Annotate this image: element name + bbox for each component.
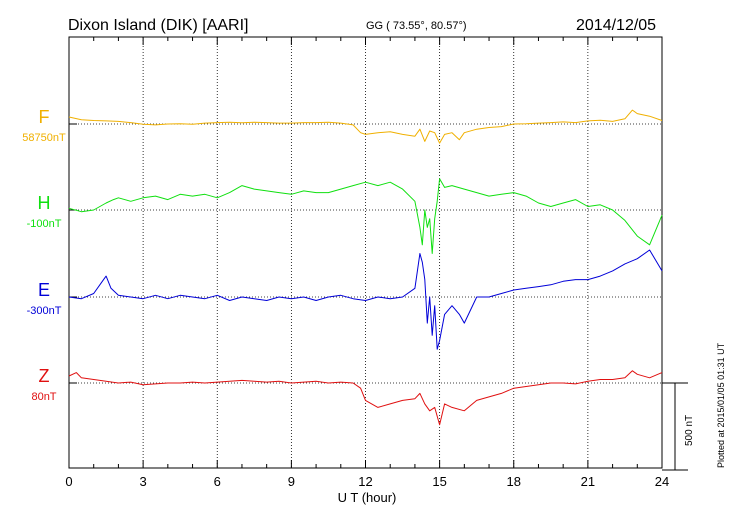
series-baseline-label-E: -300nT: [27, 305, 62, 317]
scale-label: 500 nT: [684, 415, 695, 446]
scale-bar: 500 nT: [662, 382, 695, 471]
series-lines: [68, 109, 663, 426]
x-tick-label-0: 0: [65, 474, 72, 489]
series-line-H: [68, 178, 663, 254]
x-tick-label-15: 15: [432, 474, 446, 489]
series-labels: F 58750nT H -100nT E -300nT Z 80nT: [22, 107, 66, 403]
coordinates-label: GG ( 73.55°, 80.57°): [366, 20, 467, 32]
series-name-E: E: [38, 280, 50, 300]
series-baseline-label-H: -100nT: [27, 218, 62, 230]
x-tick-label-18: 18: [507, 474, 521, 489]
x-tick-label-12: 12: [358, 474, 372, 489]
station-title: Dixon Island (DIK) [AARI]: [68, 17, 249, 34]
plotted-note: Plotted at 2015/01/05 01:31 UT: [716, 342, 726, 468]
x-tick-label-9: 9: [288, 474, 295, 489]
series-line-E: [68, 249, 663, 350]
x-tick-label-21: 21: [581, 474, 595, 489]
series-baseline-label-Z: 80nT: [31, 391, 56, 403]
x-axis-label: U T (hour): [338, 490, 397, 505]
series-baseline-label-F: 58750nT: [22, 132, 66, 144]
date-label: 2014/12/05: [576, 17, 656, 34]
x-axis-ticks: 0 3 6 9 12 15 18 21 24: [65, 37, 669, 489]
series-name-H: H: [38, 193, 51, 213]
grid: [69, 37, 662, 468]
series-line-Z: [68, 370, 663, 426]
x-tick-label-6: 6: [214, 474, 221, 489]
x-tick-label-3: 3: [140, 474, 147, 489]
series-name-F: F: [39, 107, 50, 127]
x-tick-label-24: 24: [655, 474, 669, 489]
series-name-Z: Z: [39, 366, 50, 386]
series-line-F: [68, 109, 663, 144]
